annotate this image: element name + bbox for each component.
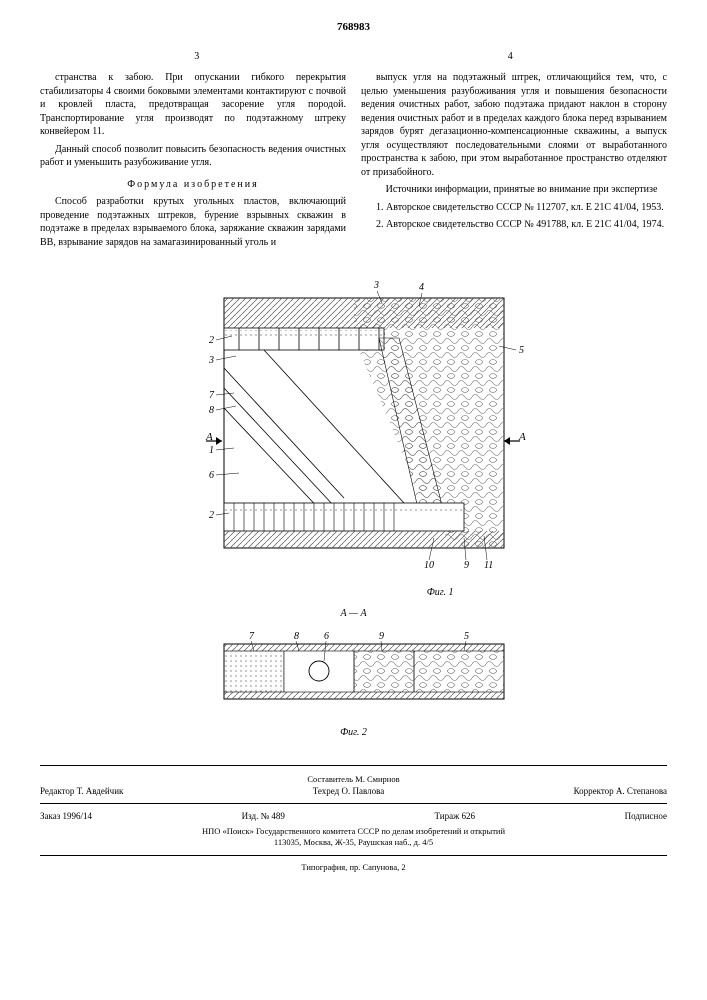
sources-title: Источники информации, принятые во вниман… bbox=[361, 183, 667, 197]
figure-2: 7 8 6 9 5 Фиг. 2 bbox=[164, 629, 544, 740]
svg-text:8: 8 bbox=[209, 405, 214, 416]
footer-tiraz: Тираж 626 bbox=[434, 810, 475, 822]
footer-editor: Редактор Т. Авдейчик bbox=[40, 785, 123, 797]
svg-text:2: 2 bbox=[209, 335, 214, 346]
svg-text:11: 11 bbox=[484, 560, 493, 571]
footer-compiler: Составитель М. Смирнов bbox=[40, 774, 667, 785]
para-2: Данный способ позволит повысить безопасн… bbox=[40, 143, 346, 170]
right-column: выпуск угля на подэтажный штрек, отличаю… bbox=[361, 71, 667, 253]
svg-text:3: 3 bbox=[373, 280, 379, 291]
footer-corrector: Корректор А. Степанова bbox=[574, 785, 667, 797]
footer-typography: Типография, пр. Сапунова, 2 bbox=[40, 862, 667, 873]
figures-container: 2 3 7 8 1 6 2 3 4 5 10 9 11 А А bbox=[40, 273, 667, 745]
figure-1: 2 3 7 8 1 6 2 3 4 5 10 9 11 А А bbox=[164, 278, 544, 599]
section-label: А — А bbox=[40, 607, 667, 621]
footer-order: Заказ 1996/14 bbox=[40, 810, 92, 822]
svg-text:5: 5 bbox=[519, 345, 524, 356]
svg-text:3: 3 bbox=[208, 355, 214, 366]
formula-title: Формула изобретения bbox=[40, 178, 346, 192]
svg-text:7: 7 bbox=[249, 631, 255, 642]
footer-subscription: Подписное bbox=[625, 810, 667, 822]
svg-text:1: 1 bbox=[209, 445, 214, 456]
source-2: 2. Авторское свидетельство СССР № 491788… bbox=[361, 218, 667, 232]
svg-text:9: 9 bbox=[464, 560, 469, 571]
text-body: странства к забою. При опускании гибкого… bbox=[40, 71, 667, 253]
source-1: 1. Авторское свидетельство СССР № 112707… bbox=[361, 201, 667, 215]
svg-text:4: 4 bbox=[419, 282, 424, 293]
svg-text:10: 10 bbox=[424, 560, 434, 571]
svg-text:9: 9 bbox=[379, 631, 384, 642]
page-right: 4 bbox=[354, 50, 668, 64]
page-numbers: 3 4 bbox=[40, 50, 667, 64]
footer: Составитель М. Смирнов Редактор Т. Авдей… bbox=[40, 765, 667, 873]
svg-text:5: 5 bbox=[464, 631, 469, 642]
svg-text:2: 2 bbox=[209, 510, 214, 521]
fig1-label: Фиг. 1 bbox=[164, 586, 454, 600]
para-1: странства к забою. При опускании гибкого… bbox=[40, 71, 346, 139]
footer-org: НПО «Поиск» Государственного комитета СС… bbox=[40, 826, 667, 837]
svg-text:8: 8 bbox=[294, 631, 299, 642]
page-left: 3 bbox=[40, 50, 354, 64]
para-3: Способ разработки крутых угольных пласто… bbox=[40, 195, 346, 249]
footer-izd: Изд. № 489 bbox=[242, 810, 285, 822]
svg-text:7: 7 bbox=[209, 390, 215, 401]
para-r1: выпуск угля на подэтажный штрек, отличаю… bbox=[361, 71, 667, 179]
svg-text:6: 6 bbox=[209, 470, 214, 481]
document-number: 768983 bbox=[40, 20, 667, 35]
fig2-label: Фиг. 2 bbox=[164, 726, 544, 740]
svg-text:6: 6 bbox=[324, 631, 329, 642]
footer-address: 113035, Москва, Ж-35, Раушская наб., д. … bbox=[40, 837, 667, 848]
footer-tech: Техред О. Павлова bbox=[313, 785, 384, 797]
left-column: странства к забою. При опускании гибкого… bbox=[40, 71, 346, 253]
